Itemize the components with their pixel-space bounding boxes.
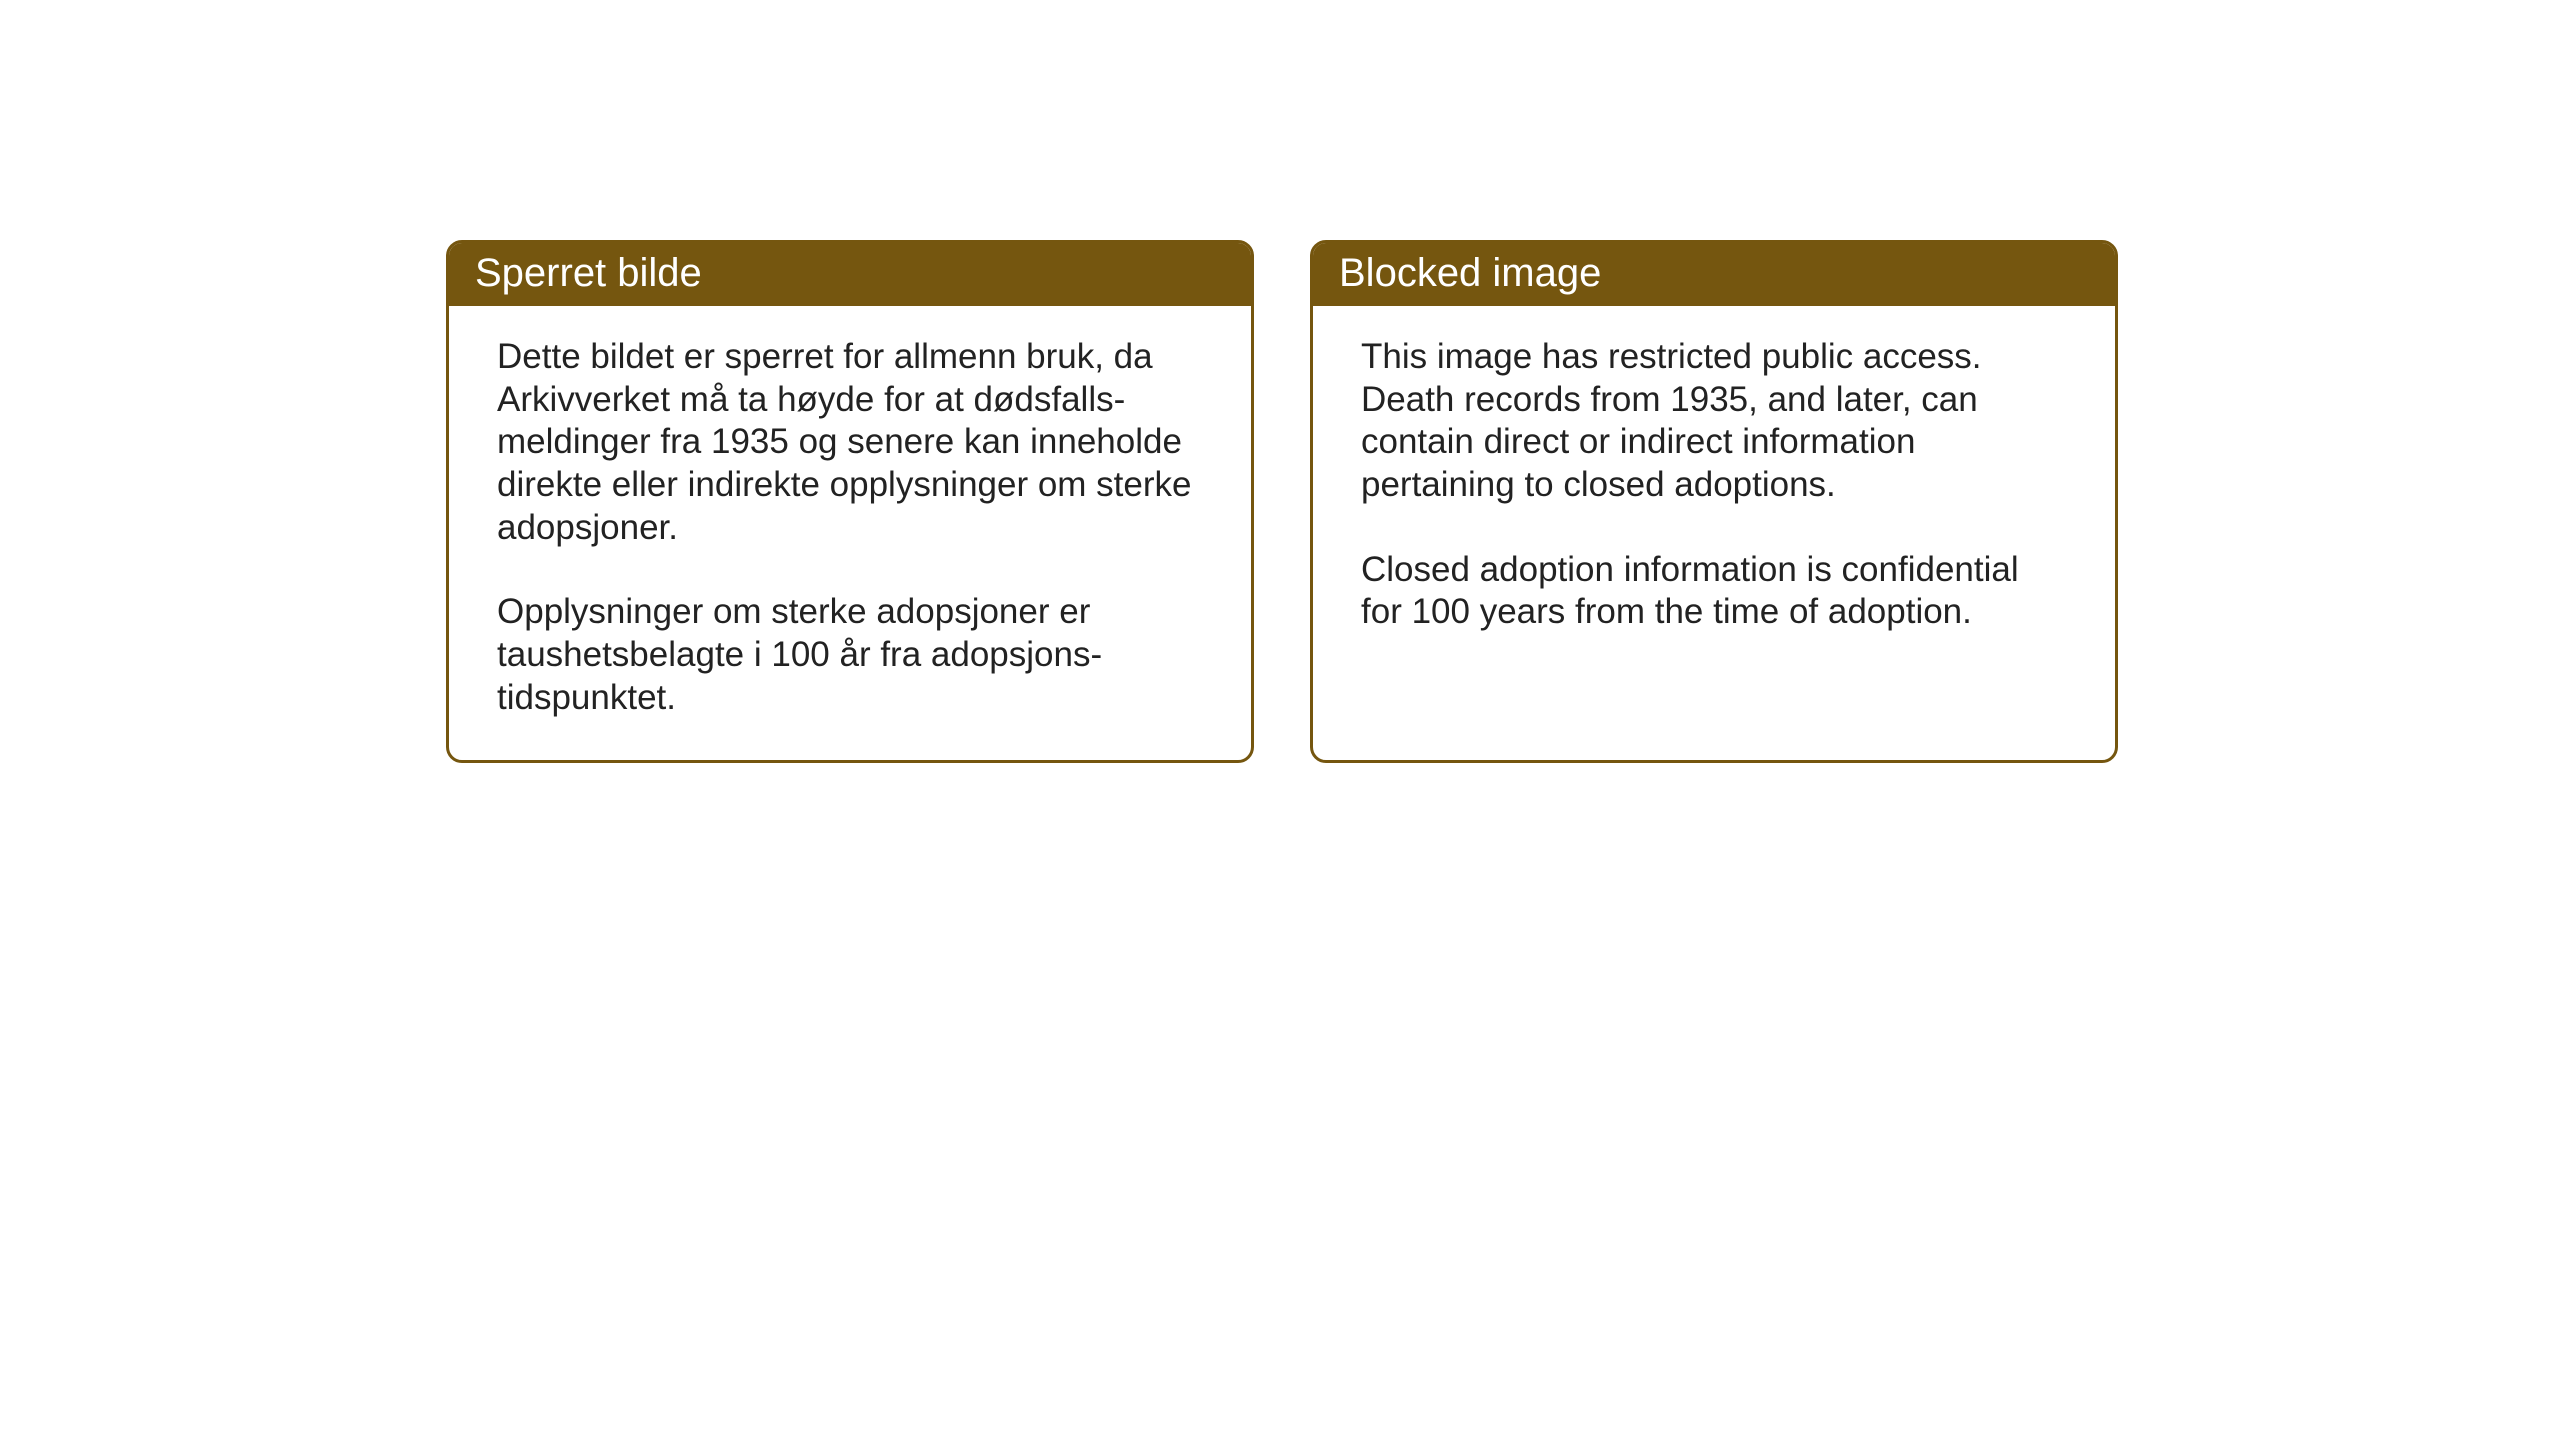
notice-title-english: Blocked image: [1339, 251, 1601, 295]
notice-title-norwegian: Sperret bilde: [475, 251, 702, 295]
notice-box-norwegian: Sperret bilde Dette bildet er sperret fo…: [446, 240, 1254, 763]
notice-paragraph-1-english: This image has restricted public access.…: [1361, 336, 2067, 507]
notice-header-english: Blocked image: [1313, 243, 2115, 306]
notice-paragraph-2-english: Closed adoption information is confident…: [1361, 549, 2067, 634]
notice-body-english: This image has restricted public access.…: [1313, 306, 2115, 674]
notice-body-norwegian: Dette bildet er sperret for allmenn bruk…: [449, 306, 1251, 760]
notice-box-english: Blocked image This image has restricted …: [1310, 240, 2118, 763]
notice-header-norwegian: Sperret bilde: [449, 243, 1251, 306]
notice-container: Sperret bilde Dette bildet er sperret fo…: [446, 240, 2118, 763]
notice-paragraph-2-norwegian: Opplysninger om sterke adopsjoner er tau…: [497, 591, 1203, 719]
notice-paragraph-1-norwegian: Dette bildet er sperret for allmenn bruk…: [497, 336, 1203, 549]
